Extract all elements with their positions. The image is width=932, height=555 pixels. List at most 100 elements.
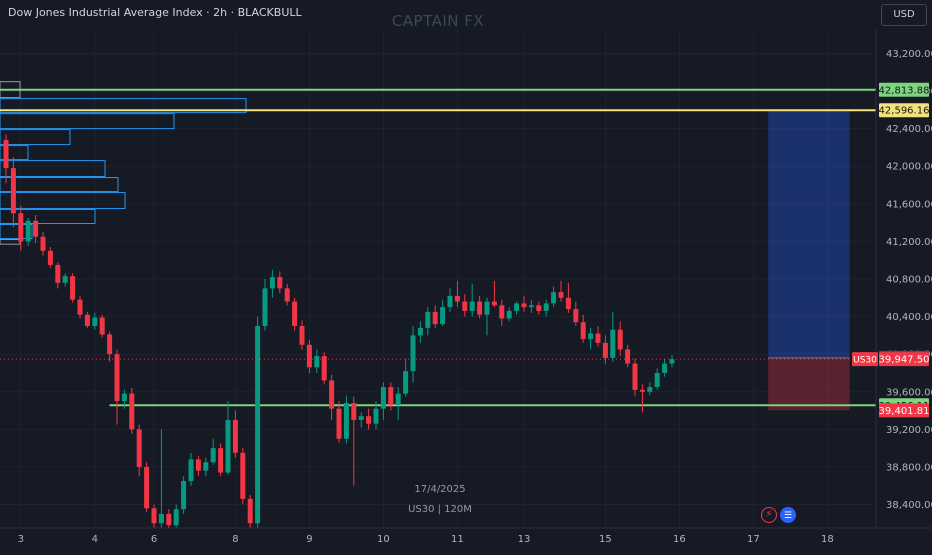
x-tick-label: 8 [232, 534, 238, 545]
candle-body [129, 393, 135, 430]
candle-body [380, 387, 386, 409]
candle-body [40, 236, 46, 251]
y-tick-label: 38,800.00 [886, 462, 932, 473]
candle-body [528, 305, 534, 308]
x-tick-label: 3 [18, 534, 24, 545]
candle-body [84, 314, 90, 326]
y-tick-label: 42,400.00 [886, 124, 932, 135]
candle-body [18, 213, 24, 242]
candle-body [107, 334, 113, 355]
candle-body [425, 311, 431, 328]
x-tick-label: 18 [821, 534, 834, 545]
price-tag: 39,947.50 [879, 355, 930, 366]
candle-body [262, 288, 268, 326]
candle-body [70, 276, 76, 300]
candle-body [10, 168, 16, 214]
position-stop-zone[interactable] [768, 357, 850, 411]
volume-profile-bar [0, 208, 96, 225]
x-tick-label: 15 [599, 534, 612, 545]
volume-profile-bar [0, 177, 119, 193]
candle-body [617, 329, 623, 350]
y-tick-label: 41,600.00 [886, 199, 932, 210]
candle-body [99, 317, 105, 335]
tooltip-symbol: US30 | 120M [408, 504, 472, 515]
lightning-icon[interactable]: ⚡ [761, 507, 777, 523]
candle-body [25, 220, 31, 242]
candle-body [210, 448, 216, 463]
candle-body [558, 292, 564, 298]
candle-body [277, 277, 283, 289]
candle-body [536, 305, 542, 311]
candle-body [166, 513, 172, 526]
candle-body [395, 393, 401, 405]
candle-body [33, 220, 39, 237]
symbol-tag-bg [852, 352, 878, 367]
candle-body [195, 459, 201, 471]
candle-body [514, 303, 520, 311]
candle-body [47, 250, 53, 265]
candle-body [247, 498, 253, 524]
symbol-title: Dow Jones Industrial Average Index · 2h … [8, 6, 302, 19]
candle-body [551, 292, 557, 304]
y-tick-label: 39,600.00 [886, 387, 932, 398]
candle-body [284, 288, 290, 302]
candle-body [580, 322, 586, 340]
candle-body [188, 459, 194, 482]
candle-body [225, 419, 231, 473]
candle-body [158, 513, 164, 524]
candle-body [447, 295, 453, 308]
level-price-tag-bg [879, 103, 929, 118]
symbol-tag: US30 [853, 356, 877, 366]
candle-body [595, 333, 601, 343]
y-tick-label: 41,200.00 [886, 237, 932, 248]
us-flag-icon[interactable]: ☰ [780, 507, 796, 523]
tooltip-date: 17/4/2025 [414, 484, 466, 495]
candle-body [336, 408, 342, 439]
candle-body [218, 448, 224, 473]
candle-body [573, 309, 579, 323]
candle-body [144, 466, 150, 509]
candle-body [602, 342, 608, 358]
candle-body [351, 403, 357, 420]
candle-body [565, 297, 571, 310]
candle-body [410, 335, 416, 372]
y-tick-label: 42,000.00 [886, 162, 932, 173]
y-tick-label: 40,800.00 [886, 275, 932, 286]
candle-body [432, 311, 438, 325]
volume-profile-bar [0, 145, 29, 161]
y-tick-label: 39,200.00 [886, 425, 932, 436]
candle-body [477, 301, 483, 315]
candle-body [136, 429, 142, 467]
currency-button[interactable]: USD [881, 4, 927, 26]
x-tick-label: 11 [451, 534, 464, 545]
candle-body [358, 416, 364, 420]
y-tick-label: 38,400.00 [886, 500, 932, 511]
watermark: CAPTAIN FX [391, 12, 485, 30]
candle-body [151, 508, 157, 524]
candle-body [314, 356, 320, 368]
candle-body [669, 359, 675, 364]
candle-body [55, 264, 61, 283]
volume-profile-bar [0, 129, 71, 146]
x-tick-label: 4 [92, 534, 98, 545]
candle-body [499, 305, 505, 319]
candle-body [388, 387, 394, 405]
candle-body [240, 452, 246, 499]
candle-body [639, 389, 645, 392]
candle-body [417, 327, 423, 336]
position-target-zone[interactable] [768, 110, 850, 358]
candle-body [121, 393, 127, 402]
candle-body [373, 408, 379, 424]
candle-body [92, 317, 98, 326]
candle-body [329, 380, 335, 409]
volume-profile-bar [0, 192, 126, 209]
candle-body [232, 419, 238, 453]
candle-body [366, 416, 372, 424]
price-tag-bg [879, 352, 929, 367]
candle-body [632, 363, 638, 390]
x-tick-label: 13 [518, 534, 531, 545]
candle-body [647, 387, 653, 392]
candle-body [654, 372, 660, 388]
y-tick-label: 40,400.00 [886, 312, 932, 323]
